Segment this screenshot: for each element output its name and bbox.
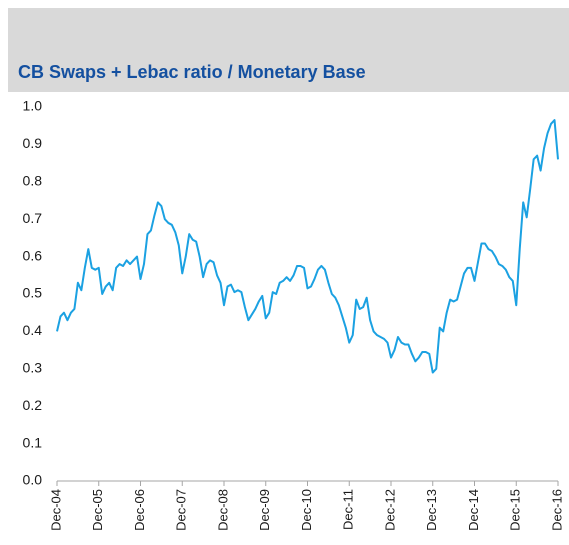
y-tick-label: 1.0	[23, 98, 43, 114]
y-tick-label: 0.0	[23, 472, 43, 488]
x-tick-label: Dec-16	[549, 489, 564, 531]
y-tick-label: 0.7	[23, 210, 43, 226]
x-tick-label: Dec-14	[466, 489, 481, 531]
y-tick-label: 0.3	[23, 360, 43, 376]
x-tick-label: Dec-11	[341, 489, 356, 530]
x-tick-label: Dec-08	[215, 489, 230, 531]
y-tick-label: 0.1	[23, 434, 43, 450]
y-tick-label: 0.2	[23, 397, 43, 413]
y-tick-label: 0.8	[23, 173, 43, 189]
x-tick-label: Dec-06	[132, 489, 147, 531]
x-tick-label: Dec-13	[424, 489, 439, 531]
x-tick-label: Dec-09	[257, 489, 272, 531]
x-tick-label: Dec-04	[48, 489, 63, 531]
x-tick-label: Dec-15	[508, 489, 523, 531]
y-tick-label: 0.6	[23, 247, 43, 263]
x-tick-label: Dec-07	[174, 489, 189, 531]
title-band	[8, 8, 569, 92]
line	[56, 119, 559, 374]
y-tick-label: 0.5	[23, 285, 43, 301]
y-tick-label: 0.4	[23, 322, 43, 338]
x-tick-label: Dec-05	[90, 489, 105, 531]
x-tick-label: Dec-12	[382, 489, 397, 531]
y-tick-label: 0.9	[23, 135, 43, 151]
chart-title: CB Swaps + Lebac ratio / Monetary Base	[18, 62, 366, 82]
x-tick-label: Dec-10	[299, 489, 314, 531]
